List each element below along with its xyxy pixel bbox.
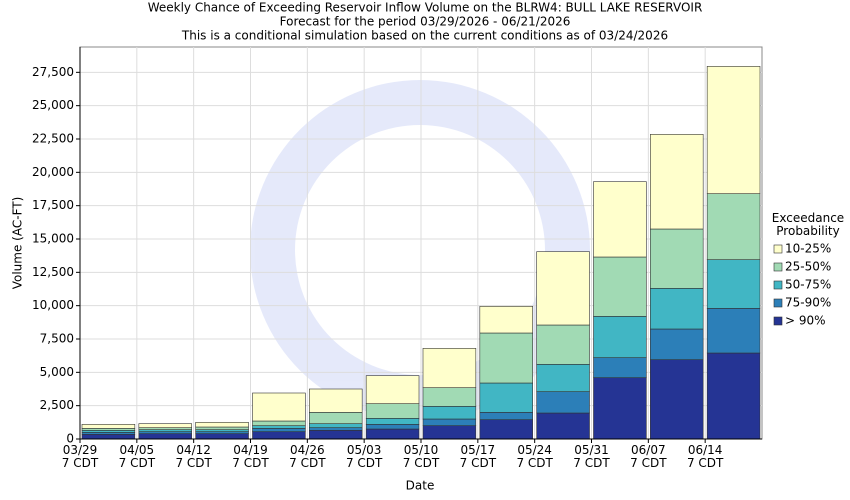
bar-segment	[252, 431, 306, 440]
bar-segment	[593, 256, 647, 317]
bar-segment	[706, 352, 761, 440]
bar-segment	[252, 428, 306, 432]
bar-segment	[365, 375, 420, 404]
bar-segment	[479, 412, 533, 420]
bar-segment	[536, 391, 590, 414]
y-axis-label: Volume (AC-FT)	[11, 197, 25, 290]
bar-segment	[650, 228, 704, 289]
bar-segment	[650, 328, 704, 360]
bar-segment	[195, 422, 249, 428]
bar-segment	[422, 348, 477, 388]
bar-segment	[593, 357, 647, 378]
bar-segment	[422, 418, 477, 426]
bar-segment	[81, 434, 136, 440]
y-tick-label: 20,000	[32, 165, 74, 179]
x-tick-label: 03/29 7 CDT	[61, 443, 99, 470]
bar-segment	[650, 359, 704, 440]
bar-segment	[536, 251, 590, 326]
bar-segment	[479, 419, 533, 440]
bar-segment	[309, 412, 363, 424]
y-tick-label: 5,000	[40, 365, 74, 379]
bar-segment	[706, 259, 761, 309]
bar-segment	[479, 382, 533, 413]
bar-segment	[479, 306, 533, 334]
bar-segment	[309, 430, 363, 440]
y-tick-label: 7,500	[40, 332, 74, 346]
legend-swatch	[773, 280, 783, 290]
y-tick-label: 0	[66, 432, 74, 446]
bar-segment	[706, 193, 761, 260]
x-tick-label: 04/26 7 CDT	[289, 443, 326, 470]
bar-segment	[536, 412, 590, 440]
bar-segment	[365, 403, 420, 419]
bar-segment	[365, 418, 420, 425]
legend-label: 25-50%	[785, 260, 831, 274]
legend-swatch	[773, 298, 783, 308]
x-tick-label: 04/05 7 CDT	[118, 443, 156, 470]
x-tick-label: 06/14 7 CDT	[686, 443, 724, 470]
bar-segment	[422, 425, 477, 440]
x-tick-label: 05/03 7 CDT	[345, 443, 383, 470]
bar-segment	[365, 428, 420, 440]
x-tick-label: 04/19 7 CDT	[232, 443, 269, 470]
bar-segment	[706, 66, 761, 194]
chart-title: Weekly Chance of Exceeding Reservoir Inf…	[148, 1, 703, 15]
legend-label: 75-90%	[785, 296, 831, 310]
bar-segment	[650, 134, 704, 230]
legend-label: 10-25%	[785, 242, 831, 256]
legend-swatch	[773, 244, 783, 254]
x-tick-label: 04/12 7 CDT	[175, 443, 212, 470]
y-tick-label: 2,500	[40, 398, 74, 412]
x-axis-label: Date	[406, 479, 435, 493]
bar-segment	[536, 364, 590, 392]
bar-segment	[479, 332, 533, 384]
legend-label: 50-75%	[785, 278, 831, 292]
y-tick-label: 10,000	[32, 298, 74, 312]
x-tick-label: 05/24 7 CDT	[516, 443, 553, 470]
bar-segment	[593, 181, 647, 258]
bar-segment	[422, 387, 477, 407]
y-tick-label: 12,500	[32, 265, 74, 279]
bar-segment	[706, 308, 761, 354]
x-tick-label: 06/07 7 CDT	[630, 443, 667, 470]
y-tick-label: 25,000	[32, 98, 74, 112]
bar-segment	[365, 424, 420, 430]
legend-swatch	[773, 262, 783, 272]
bar-segment	[593, 316, 647, 358]
bar-segment	[536, 324, 590, 365]
y-tick-label: 22,500	[32, 132, 74, 146]
chart-subtitle: Forecast for the period 03/29/2026 - 06/…	[280, 15, 571, 29]
bar-segment	[195, 426, 249, 430]
x-tick-label: 05/10 7 CDT	[402, 443, 440, 470]
bar-segment	[138, 433, 192, 440]
bar-segment	[309, 427, 363, 431]
y-tick-label: 27,500	[32, 65, 74, 79]
y-tick-label: 15,000	[32, 232, 74, 246]
bar-segment	[252, 425, 306, 429]
x-tick-label: 05/17 7 CDT	[459, 443, 497, 470]
y-tick-label: 17,500	[32, 198, 74, 212]
bar-segment	[138, 423, 192, 428]
bar-segment	[195, 433, 249, 440]
legend-swatch	[773, 316, 783, 326]
bar-segment	[252, 392, 306, 422]
bar-segment	[81, 424, 136, 429]
bar-segment	[309, 388, 363, 413]
chart-note: This is a conditional simulation based o…	[181, 29, 668, 43]
bar-segment	[593, 377, 647, 440]
legend-title: Exceedance Probability	[771, 211, 845, 238]
bar-segment	[650, 288, 704, 330]
legend-label: > 90%	[785, 314, 826, 328]
bar-segment	[309, 423, 363, 428]
x-tick-label: 05/31 7 CDT	[573, 443, 610, 470]
bar-segment	[422, 406, 477, 420]
bar-segment	[252, 420, 306, 426]
